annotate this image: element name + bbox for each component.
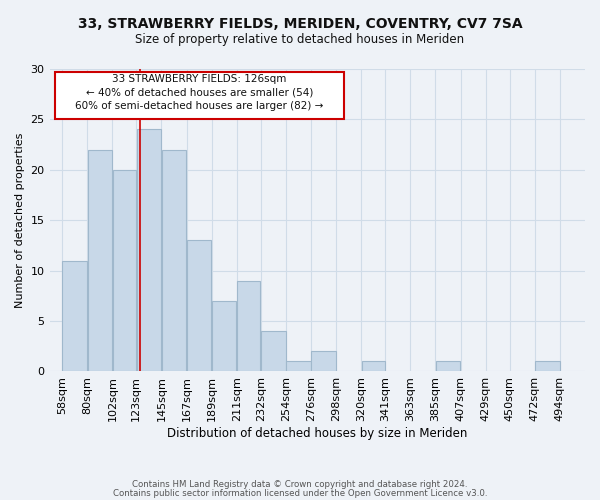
Bar <box>187 240 211 372</box>
Bar <box>535 362 560 372</box>
Text: Size of property relative to detached houses in Meriden: Size of property relative to detached ho… <box>136 32 464 46</box>
Bar <box>62 260 87 372</box>
Bar <box>162 150 186 372</box>
FancyBboxPatch shape <box>55 72 344 119</box>
Text: Contains HM Land Registry data © Crown copyright and database right 2024.: Contains HM Land Registry data © Crown c… <box>132 480 468 489</box>
Bar <box>113 170 136 372</box>
X-axis label: Distribution of detached houses by size in Meriden: Distribution of detached houses by size … <box>167 427 467 440</box>
Text: 60% of semi-detached houses are larger (82) →: 60% of semi-detached houses are larger (… <box>75 102 323 112</box>
Text: 33, STRAWBERRY FIELDS, MERIDEN, COVENTRY, CV7 7SA: 33, STRAWBERRY FIELDS, MERIDEN, COVENTRY… <box>77 18 523 32</box>
Bar <box>212 301 236 372</box>
Bar <box>362 362 385 372</box>
Y-axis label: Number of detached properties: Number of detached properties <box>15 132 25 308</box>
Text: Contains public sector information licensed under the Open Government Licence v3: Contains public sector information licen… <box>113 488 487 498</box>
Text: ← 40% of detached houses are smaller (54): ← 40% of detached houses are smaller (54… <box>86 87 313 97</box>
Bar <box>436 362 460 372</box>
Bar <box>137 130 161 372</box>
Bar <box>88 150 112 372</box>
Bar <box>237 280 260 372</box>
Bar <box>261 331 286 372</box>
Text: 33 STRAWBERRY FIELDS: 126sqm: 33 STRAWBERRY FIELDS: 126sqm <box>112 74 287 84</box>
Bar <box>311 352 336 372</box>
Bar <box>286 362 311 372</box>
